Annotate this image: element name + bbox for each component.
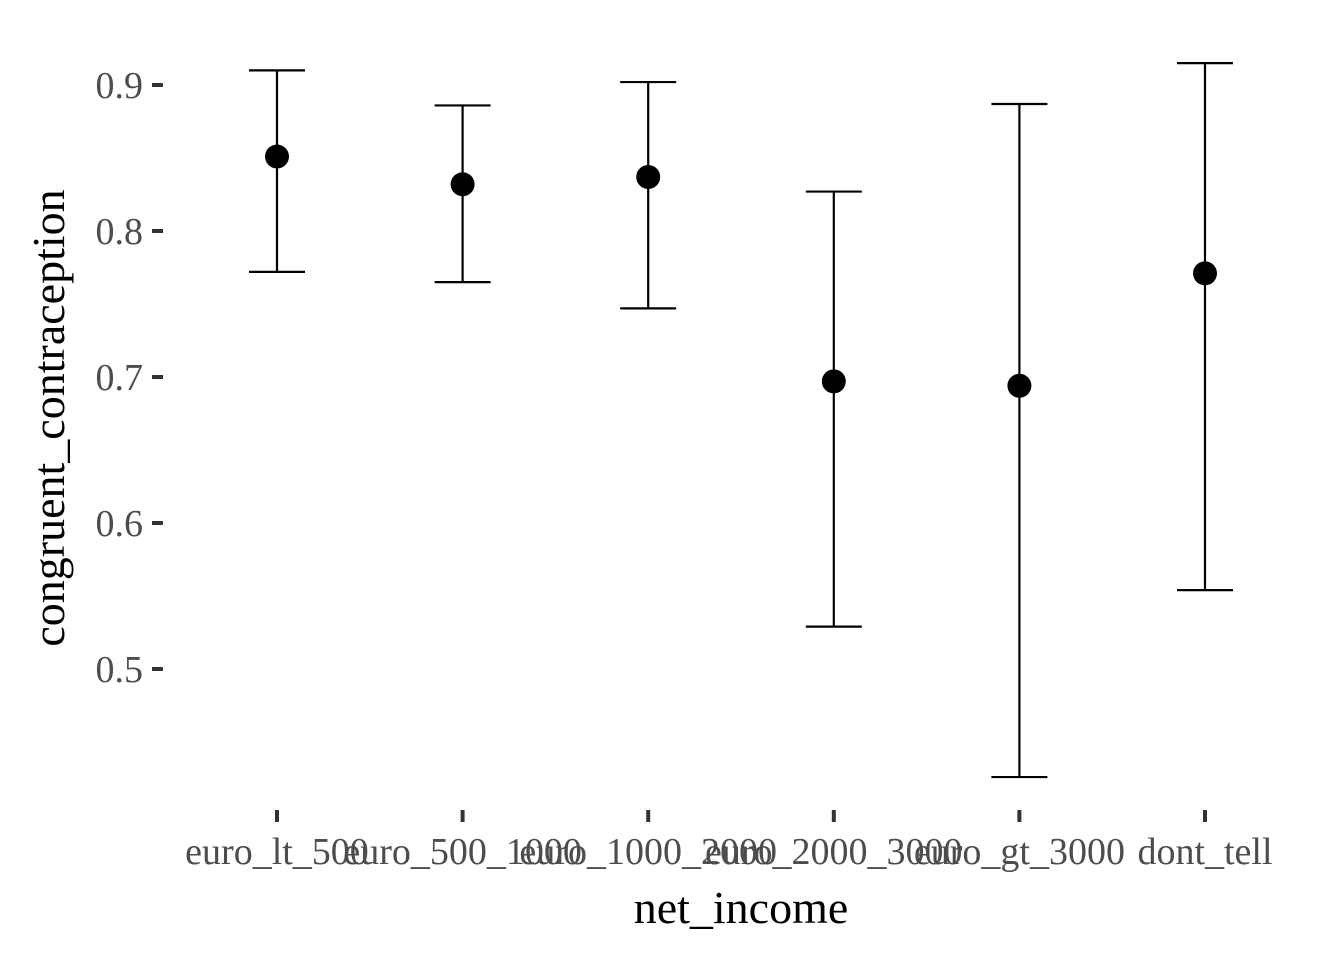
y-tick-label: 0.8 xyxy=(96,211,144,253)
x-tick-label: dont_tell xyxy=(1137,831,1272,873)
x-tick-label: euro_2000_3000 xyxy=(705,831,963,873)
y-tick-label: 0.7 xyxy=(96,357,144,399)
y-tick-label: 0.9 xyxy=(96,65,144,107)
y-axis-title: congruent_contraception xyxy=(23,189,74,646)
point-euro_500_1000 xyxy=(450,172,475,197)
x-tick-label: euro_1000_2000 xyxy=(519,831,777,873)
y-tick-label: 0.5 xyxy=(96,649,144,691)
point-euro_2000_3000 xyxy=(821,369,846,394)
data-points xyxy=(265,144,1217,398)
x-axis-title: net_income xyxy=(634,882,849,933)
y-tick-label: 0.6 xyxy=(96,503,144,545)
x-tick-label: euro_lt_500 xyxy=(185,831,369,873)
point-euro_gt_3000 xyxy=(1007,373,1032,398)
y-axis: 0.5 0.6 0.7 0.8 0.9 xyxy=(96,65,163,691)
error-bars xyxy=(249,61,1233,779)
point-dont_tell xyxy=(1193,261,1217,286)
x-tick-label: euro_gt_3000 xyxy=(914,831,1125,873)
x-tick-label: euro_500_1000 xyxy=(343,831,582,873)
point-euro_1000_2000 xyxy=(636,164,661,189)
point-euro_lt_500 xyxy=(265,144,289,169)
x-axis: euro_lt_500euro_500_1000euro_1000_2000eu… xyxy=(185,810,1273,873)
